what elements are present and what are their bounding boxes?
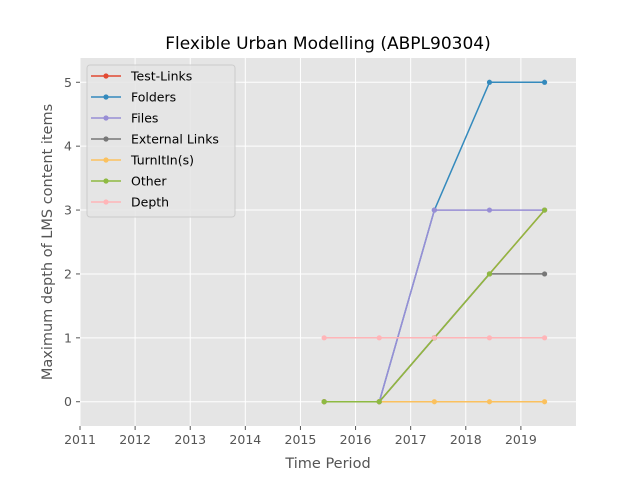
data-point-other — [376, 399, 382, 405]
data-point-other — [321, 399, 327, 405]
y-tick-label: 1 — [64, 330, 72, 345]
legend-label: Folders — [131, 90, 176, 105]
data-point-files — [486, 207, 493, 213]
y-tick-label: 5 — [64, 75, 72, 90]
y-tick-label: 4 — [64, 139, 72, 154]
y-tick-label: 0 — [64, 394, 72, 409]
legend-swatch-marker — [103, 178, 109, 184]
legend-label: Depth — [131, 195, 169, 210]
x-tick-label: 2018 — [450, 432, 482, 447]
x-tick-label: 2019 — [505, 432, 537, 447]
data-point-turnitin-s — [541, 399, 548, 405]
legend: Test-Links Folders Files External Links Turn… — [86, 64, 236, 218]
y-axis-ticks: 0 1 2 3 4 5 — [64, 75, 80, 409]
y-tick-label: 2 — [64, 266, 72, 281]
legend-swatch-marker — [103, 136, 109, 142]
data-point-other — [486, 271, 493, 277]
x-tick-label: 2011 — [64, 432, 96, 447]
data-point-turnitin-s — [431, 399, 437, 405]
x-axis-ticks: 2011 2012 2013 2014 2015 2016 2017 2018 2019 — [64, 426, 537, 447]
legend-entry: TurnItIn(s) — [91, 153, 194, 168]
data-point-other — [541, 207, 548, 213]
legend-label: Files — [131, 111, 158, 126]
series-lines — [321, 79, 548, 405]
legend-swatch-marker — [103, 199, 109, 205]
legend-swatch-marker — [103, 94, 109, 100]
data-point-folders — [541, 79, 548, 85]
legend-label: External Links — [131, 132, 219, 147]
data-point-depth — [376, 335, 382, 341]
legend-entry: Depth — [91, 195, 169, 210]
legend-box — [86, 64, 236, 218]
data-point-external-links — [541, 271, 548, 277]
data-point-depth — [486, 335, 493, 341]
legend-entry: Folders — [91, 90, 176, 105]
legend-entry: Other — [91, 174, 167, 189]
data-point-depth — [431, 335, 437, 341]
y-tick-label: 3 — [64, 203, 72, 218]
data-point-turnitin-s — [486, 399, 493, 405]
x-axis-label: Time Period — [284, 456, 370, 472]
legend-label: TurnItIn(s) — [130, 153, 194, 168]
y-axis-label: Maximum depth of LMS content items — [40, 104, 56, 380]
data-point-depth — [321, 335, 327, 341]
x-tick-label: 2014 — [229, 432, 261, 447]
legend-label: Other — [131, 174, 167, 189]
data-point-depth — [541, 335, 548, 341]
x-tick-label: 2015 — [285, 432, 317, 447]
data-point-folders — [486, 79, 493, 85]
legend-entry: External Links — [91, 132, 219, 147]
legend-label: Test-Links — [130, 69, 192, 84]
series-depth — [321, 335, 548, 341]
x-tick-label: 2012 — [119, 432, 151, 447]
legend-swatch-marker — [103, 115, 109, 121]
legend-swatch-marker — [103, 157, 109, 163]
data-point-files — [431, 207, 437, 213]
x-tick-label: 2016 — [340, 432, 372, 447]
legend-entry: Files — [91, 111, 158, 126]
x-tick-label: 2017 — [395, 432, 427, 447]
chart-title: Flexible Urban Modelling (ABPL90304) — [165, 34, 490, 54]
x-tick-label: 2013 — [174, 432, 206, 447]
legend-entry: Test-Links — [91, 69, 192, 84]
legend-swatch-marker — [103, 73, 109, 79]
